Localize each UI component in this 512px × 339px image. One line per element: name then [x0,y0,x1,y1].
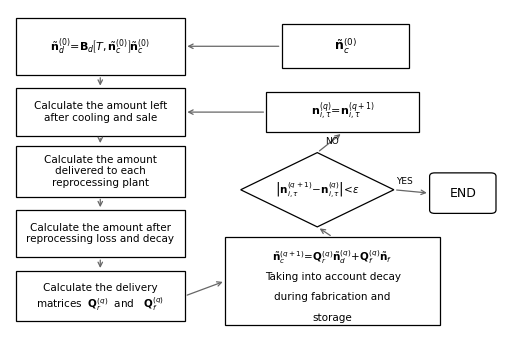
Polygon shape [241,153,394,227]
Text: storage: storage [313,313,352,323]
Text: $\tilde{\mathbf{n}}_{c}^{(q+1)}\!=\!\mathbf{Q}_{r}^{(q)}\tilde{\mathbf{n}}_{d}^{: $\tilde{\mathbf{n}}_{c}^{(q+1)}\!=\!\mat… [272,248,393,266]
Text: $\mathbf{n}_{i,\tau}^{(q)}\!=\!\mathbf{n}_{i,\tau}^{(q+1)}$: $\mathbf{n}_{i,\tau}^{(q)}\!=\!\mathbf{n… [311,101,375,123]
Text: Calculate the amount left
after cooling and sale: Calculate the amount left after cooling … [34,101,167,123]
Bar [16,18,184,75]
Text: NO: NO [325,137,338,146]
Bar [16,146,184,197]
Text: Calculate the amount
delivered to each
reprocessing plant: Calculate the amount delivered to each r… [44,155,157,188]
FancyBboxPatch shape [430,173,496,213]
Bar [282,24,409,68]
Bar [16,271,184,321]
Text: $\tilde{\mathbf{n}}_{d}^{(0)}\!=\!\mathbf{B}_{d}\!\left[T,\tilde{\mathbf{n}}_{c}: $\tilde{\mathbf{n}}_{d}^{(0)}\!=\!\mathb… [51,36,150,57]
Text: YES: YES [396,177,413,186]
Bar [16,88,184,136]
Text: matrices  $\mathbf{Q}_{r}^{(q)}$  and   $\mathbf{Q}_{f}^{(q)}$: matrices $\mathbf{Q}_{r}^{(q)}$ and $\ma… [36,296,164,314]
Text: Taking into account decay: Taking into account decay [265,272,400,281]
Text: $\tilde{\mathbf{n}}_{c}^{(0)}$: $\tilde{\mathbf{n}}_{c}^{(0)}$ [334,37,357,56]
Text: during fabrication and: during fabrication and [274,292,391,302]
Bar [225,237,440,325]
Text: END: END [450,187,476,200]
Text: $\left|\mathbf{n}_{i,\tau}^{(q+1)}\!-\!\mathbf{n}_{i,\tau}^{(q)}\right|\!<\!\var: $\left|\mathbf{n}_{i,\tau}^{(q+1)}\!-\!\… [275,180,360,200]
Bar [16,210,184,257]
Text: Calculate the amount after
reprocessing loss and decay: Calculate the amount after reprocessing … [26,223,174,244]
Bar [266,92,419,132]
Text: Calculate the delivery: Calculate the delivery [43,283,158,293]
